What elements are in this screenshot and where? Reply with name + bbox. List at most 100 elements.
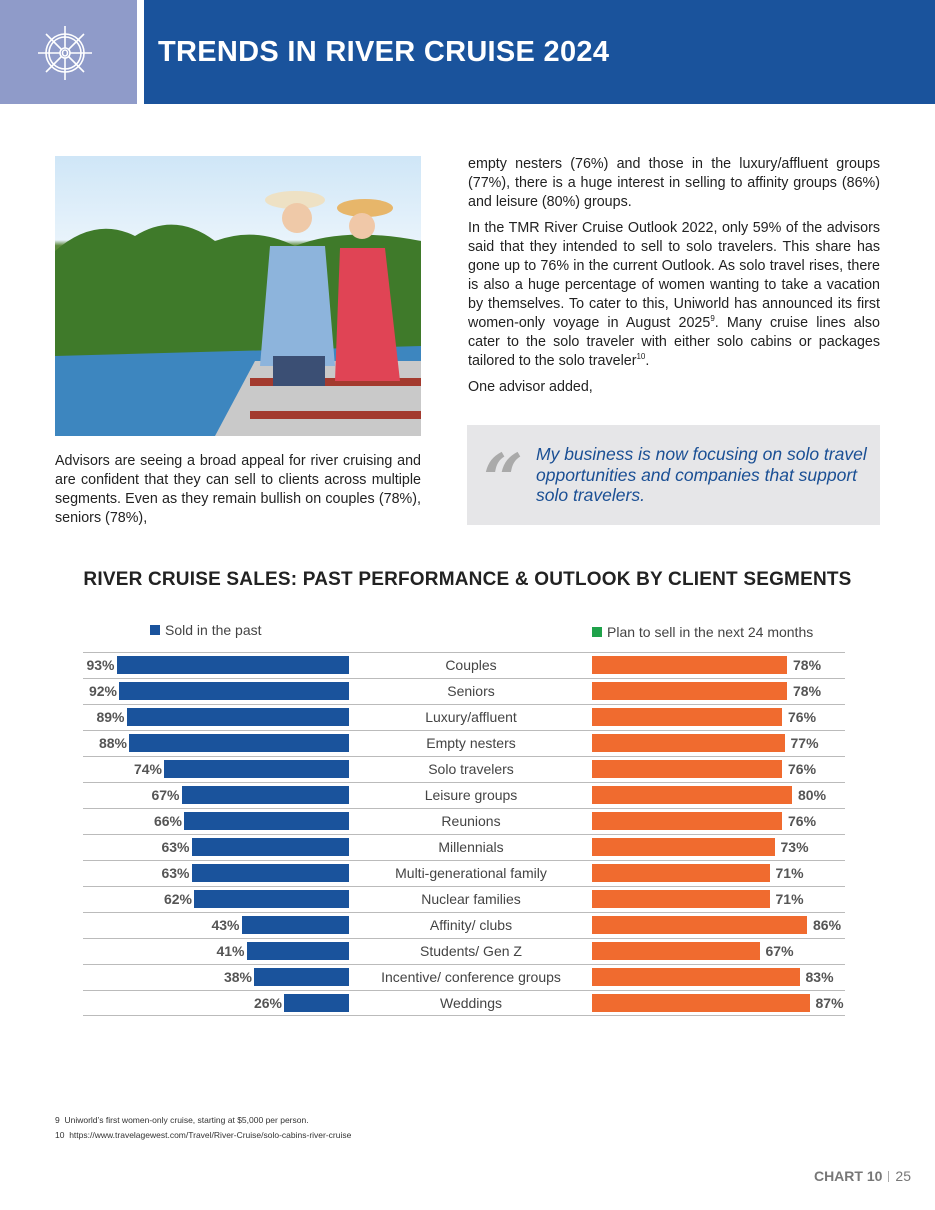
category-label: Couples <box>445 657 497 673</box>
paragraph-2: In the TMR River Cruise Outlook 2022, on… <box>468 219 880 371</box>
paragraph-3: One advisor added, <box>468 379 593 395</box>
bar-sold-past <box>126 708 349 726</box>
bar-sold-past <box>284 994 349 1012</box>
paragraph-2-text: In the TMR River Cruise Outlook 2022, on… <box>468 220 880 331</box>
value-label-past: 93% <box>86 657 115 673</box>
paragraph-1: empty nesters (76%) and those in the lux… <box>468 156 880 210</box>
category-label: Incentive/ conference groups <box>381 969 561 985</box>
paragraph-2-text: . <box>645 353 650 369</box>
bar-sold-past <box>246 942 349 960</box>
legend-label-past: Sold in the past <box>165 622 262 638</box>
chart-row: 63% Multi-generational family 71% <box>83 860 845 886</box>
value-label-past: 43% <box>211 917 240 933</box>
bar-sold-past <box>129 734 349 752</box>
chart-row: 74% Solo travelers 76% <box>83 756 845 782</box>
chart-row: 89% Luxury/affluent 76% <box>83 704 845 730</box>
bar-plan-to-sell <box>592 916 807 934</box>
chart-row: 67% Leisure groups 80% <box>83 782 845 808</box>
value-label-future: 87% <box>815 995 844 1011</box>
value-label-future: 76% <box>788 813 817 829</box>
value-label-past: 62% <box>163 891 192 907</box>
chart-row: 26% Weddings 87% <box>83 990 845 1016</box>
chart-row: 66% Reunions 76% <box>83 808 845 834</box>
value-label-future: 80% <box>798 787 827 803</box>
paragraph-2-text: . Many cruise lines also cater to the so… <box>468 315 880 369</box>
chart-row: 62% Nuclear families 71% <box>83 886 845 912</box>
footnote-ref-9[interactable]: 9 <box>710 314 715 324</box>
intro-paragraph: Advisors are seeing a broad appeal for r… <box>55 453 421 526</box>
category-label: Multi-generational family <box>395 865 547 881</box>
header-icon-panel <box>0 0 137 104</box>
category-label: Nuclear families <box>421 891 521 907</box>
chart-row: 88% Empty nesters 77% <box>83 730 845 756</box>
bar-plan-to-sell <box>592 890 770 908</box>
category-label: Seniors <box>447 683 495 699</box>
value-label-past: 66% <box>153 813 182 829</box>
chart-label: CHART 10 <box>813 1168 883 1184</box>
bar-sold-past <box>181 786 349 804</box>
value-label-past: 63% <box>161 865 190 881</box>
value-label-past: 74% <box>133 761 162 777</box>
chart-row: 41% Students/ Gen Z 67% <box>83 938 845 964</box>
bar-sold-past <box>191 864 349 882</box>
bar-plan-to-sell <box>592 942 760 960</box>
category-label: Weddings <box>439 995 502 1011</box>
footnote-ref-10[interactable]: 10 <box>636 352 646 362</box>
category-label: Solo travelers <box>428 761 514 777</box>
footnote-number: 9 <box>55 1115 60 1125</box>
value-label-past: 88% <box>98 735 127 751</box>
bar-plan-to-sell <box>592 812 782 830</box>
pull-quote: “ My business is now focusing on solo tr… <box>467 425 880 525</box>
category-label: Millennials <box>438 839 504 855</box>
category-label: Affinity/ clubs <box>429 917 513 933</box>
value-label-future: 76% <box>788 761 817 777</box>
value-label-future: 78% <box>793 657 822 673</box>
photo-couple-on-river-cruise <box>55 156 421 436</box>
header-bar <box>144 0 935 104</box>
bar-plan-to-sell <box>592 708 782 726</box>
value-label-past: 63% <box>161 839 190 855</box>
value-label-future: 71% <box>775 891 804 907</box>
chart-row: 92% Seniors 78% <box>83 678 845 704</box>
value-label-future: 71% <box>775 865 804 881</box>
bar-sold-past <box>164 760 349 778</box>
category-label: Leisure groups <box>424 787 518 803</box>
right-column-text: empty nesters (76%) and those in the lux… <box>468 155 880 404</box>
chart-row: 93% Couples 78% <box>83 652 845 678</box>
bar-sold-past <box>194 890 349 908</box>
value-label-future: 76% <box>788 709 817 725</box>
value-label-past: 38% <box>223 969 252 985</box>
legend-future: Plan to sell in the next 24 months <box>592 624 813 640</box>
chart-row: 63% Millennials 73% <box>83 834 845 860</box>
legend-past: Sold in the past <box>150 622 262 638</box>
footnote-10: 10 https://www.travelagewest.com/Travel/… <box>55 1130 351 1140</box>
legend-label-future: Plan to sell in the next 24 months <box>607 624 814 640</box>
footnote-text[interactable]: https://www.travelagewest.com/Travel/Riv… <box>69 1130 352 1140</box>
value-label-future: 78% <box>793 683 822 699</box>
page-number: 25 <box>895 1168 911 1184</box>
value-label-past: 67% <box>151 787 180 803</box>
bar-plan-to-sell <box>592 864 770 882</box>
bar-plan-to-sell <box>592 734 785 752</box>
bar-plan-to-sell <box>592 682 787 700</box>
bar-plan-to-sell <box>592 838 775 856</box>
category-label: Luxury/affluent <box>425 709 517 725</box>
category-label: Students/ Gen Z <box>420 943 522 959</box>
bar-plan-to-sell <box>592 968 800 986</box>
footnote-text: Uniworld’s first women-only cruise, star… <box>64 1115 309 1125</box>
ship-wheel-icon <box>38 26 92 80</box>
quote-mark-icon: “ <box>483 438 524 521</box>
chart-row: 43% Affinity/ clubs 86% <box>83 912 845 938</box>
page-footer: CHART 10 25 <box>814 1168 911 1184</box>
value-label-past: 89% <box>96 709 125 725</box>
value-label-past: 41% <box>216 943 245 959</box>
category-label: Reunions <box>441 813 501 829</box>
bar-plan-to-sell <box>592 656 787 674</box>
value-label-future: 77% <box>790 735 819 751</box>
value-label-future: 83% <box>805 969 834 985</box>
bar-plan-to-sell <box>592 994 810 1012</box>
value-label-future: 73% <box>780 839 809 855</box>
chart-title: RIVER CRUISE SALES: PAST PERFORMANCE & O… <box>83 569 852 590</box>
footnote-9: 9 Uniworld’s first women-only cruise, st… <box>55 1115 309 1125</box>
divider <box>888 1171 890 1182</box>
